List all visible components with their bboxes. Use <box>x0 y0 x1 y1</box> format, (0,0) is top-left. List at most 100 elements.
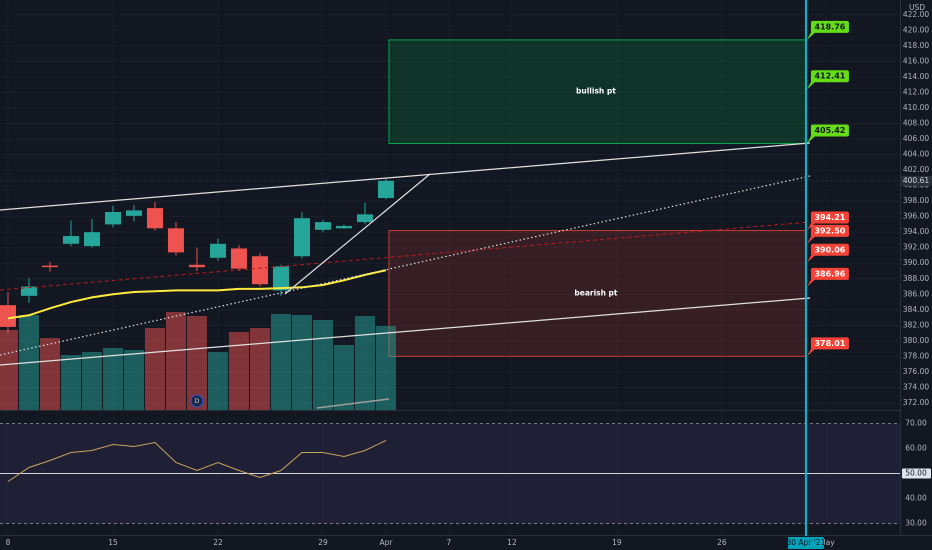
price-label-pointer <box>806 134 817 144</box>
volume-bar <box>228 332 249 410</box>
zone-label: bullish pt <box>576 87 616 96</box>
date-label: 30 Apr '21 <box>786 538 825 547</box>
y-tick-label: 398.00 <box>903 196 929 205</box>
candle-body <box>188 264 205 268</box>
rsi-tick-label: 40.00 <box>905 494 927 503</box>
price-label-box <box>810 20 849 33</box>
y-tick-label: 422.00 <box>903 10 929 19</box>
candle-body <box>104 211 121 225</box>
candle-body <box>377 180 394 199</box>
volume-bar <box>375 326 396 410</box>
rsi-tick-label: 50.00 <box>905 469 927 478</box>
price-label-pointer <box>806 234 817 244</box>
price-label-pointer <box>806 277 817 287</box>
x-tick-label: May <box>819 538 835 547</box>
trendline <box>284 173 431 295</box>
trendline <box>0 142 811 211</box>
x-tick-label: 22 <box>213 538 223 547</box>
y-tick-label: 420.00 <box>903 25 929 34</box>
candle-body <box>209 243 226 258</box>
y-tick-label: 376.00 <box>903 367 929 376</box>
x-tick-label: Apr <box>379 538 393 547</box>
candle-body <box>314 222 331 230</box>
price-label-pointer <box>806 80 817 90</box>
trendline <box>0 221 811 291</box>
volume-bar <box>123 350 144 410</box>
candle-body <box>167 228 184 253</box>
y-tick-label: 394.00 <box>903 227 929 236</box>
rsi-label-box <box>902 468 931 479</box>
y-tick-label: 378.00 <box>903 351 929 360</box>
price-label: 390.06 <box>814 245 845 254</box>
y-tick-label: 414.00 <box>903 72 929 81</box>
candle-body <box>20 286 37 296</box>
price-label: 418.76 <box>814 22 845 31</box>
y-tick-label: 372.00 <box>903 398 929 407</box>
volume-bar <box>144 328 165 410</box>
rsi-line <box>7 440 387 482</box>
y-tick-label: 374.00 <box>903 382 929 391</box>
event-label: D <box>195 398 200 405</box>
volume-bar <box>81 352 102 410</box>
y-tick-label: 390.00 <box>903 258 929 267</box>
candle-body <box>251 256 268 285</box>
candle-body <box>41 265 58 268</box>
candle-body <box>335 225 352 229</box>
y-tick-label: 392.00 <box>903 243 929 252</box>
volume-ma <box>316 398 390 409</box>
volume-bar <box>186 316 207 410</box>
price-label: 412.41 <box>814 72 845 81</box>
volume-bar <box>270 314 291 410</box>
volume-bar <box>354 316 375 410</box>
y-tick-label: 418.00 <box>903 41 929 50</box>
zone-label: bearish pt <box>574 288 618 297</box>
back-layer <box>0 39 900 524</box>
candle-body <box>230 248 247 269</box>
volume-bar <box>60 355 81 410</box>
candle-body <box>83 232 100 247</box>
y-tick-label: 380.00 <box>903 336 929 345</box>
price-label: 405.42 <box>814 126 845 135</box>
rsi-tick-label: 70.00 <box>905 419 927 428</box>
price-label-pointer <box>806 253 817 263</box>
front-layer: USD 372.00 374.00 376.00 378.00 380.00 382.00… <box>6 0 932 549</box>
candle-body <box>272 266 289 291</box>
volume-bar <box>0 330 18 410</box>
y-tick-label: 386.00 <box>903 289 929 298</box>
price-label: 386.96 <box>814 269 845 278</box>
price-label: 392.50 <box>814 226 845 235</box>
volume-bar <box>333 345 354 410</box>
price-label-box <box>810 243 849 256</box>
price-label-box <box>810 337 849 350</box>
candle-body <box>125 210 142 216</box>
price-label-box <box>810 224 849 237</box>
x-tick-label: 12 <box>507 538 517 547</box>
y-tick-label: 382.00 <box>903 320 929 329</box>
candle-body <box>356 214 373 223</box>
y-tick-label: 396.00 <box>903 212 929 221</box>
price-label-pointer <box>806 347 817 357</box>
y-tick-label: 402.00 <box>903 165 929 174</box>
y-tick-label: 384.00 <box>903 305 929 314</box>
price-label-box <box>810 267 849 280</box>
volume-bar <box>102 348 123 410</box>
x-tick-label: 29 <box>318 538 328 547</box>
volume-bar <box>39 338 60 410</box>
y-tick-label: 404.00 <box>903 150 929 159</box>
volume-bar <box>165 312 186 410</box>
volume-bar <box>249 328 270 410</box>
candle-body <box>293 218 310 257</box>
candle-body <box>62 236 79 244</box>
x-tick-label: 19 <box>612 538 622 547</box>
trendlines <box>0 0 932 536</box>
y-tick-label: 410.00 <box>903 103 929 112</box>
x-tick-label: 7 <box>447 538 452 547</box>
zone <box>388 39 807 144</box>
price-label-box <box>810 124 849 137</box>
candle-body <box>146 208 163 229</box>
price-label-pointer <box>806 30 817 40</box>
price-label: 378.01 <box>814 339 845 348</box>
